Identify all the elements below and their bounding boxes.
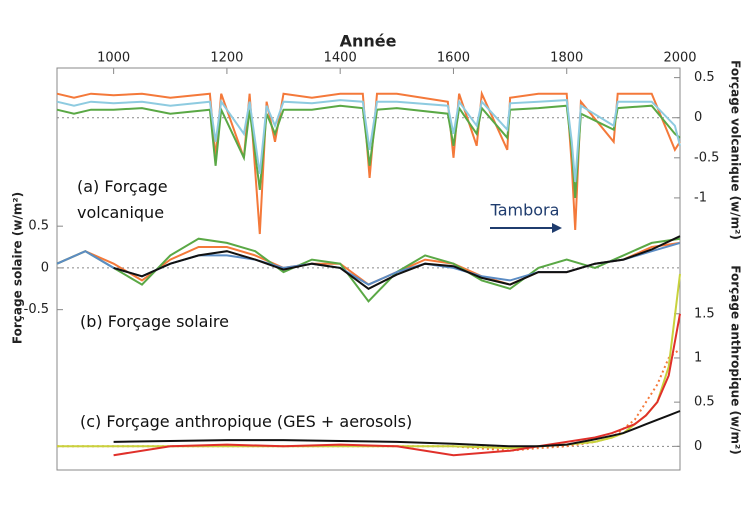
y-axis-title: Forçage anthropique (w/m²)	[729, 265, 743, 454]
x-tick-label: 1600	[437, 51, 470, 66]
panel-label: (a) Forçage volcanique	[77, 177, 168, 222]
x-tick-label: 1400	[324, 51, 357, 66]
y-axis-title: Forçage volcanique (w/m²)	[729, 60, 743, 240]
panel-label: (b) Forçage solaire	[80, 312, 229, 331]
x-tick-label: 2000	[663, 51, 696, 66]
y-tick-label: 0.5	[694, 70, 715, 85]
y-tick-label: 1.5	[694, 306, 715, 321]
annotation: Tambora	[490, 201, 560, 220]
series-line	[56, 237, 681, 303]
arrow-head	[552, 223, 562, 233]
x-tick-label: 1800	[550, 51, 583, 66]
series-line	[56, 241, 681, 286]
series-line	[57, 348, 681, 452]
series-line	[113, 313, 681, 457]
y-tick-label: 0.5	[694, 395, 715, 410]
series-line	[113, 410, 681, 448]
y-tick-label: -0.5	[24, 302, 49, 317]
series-line	[56, 99, 681, 182]
series-line	[113, 235, 681, 290]
series-line	[56, 104, 681, 198]
y-tick-label: 0	[41, 260, 49, 275]
y-tick-label: 1	[694, 350, 702, 365]
chart-title: Année	[340, 32, 397, 51]
x-tick-label: 1000	[97, 51, 130, 66]
y-tick-label: 0	[694, 110, 702, 125]
y-tick-label: -0.5	[694, 150, 719, 165]
y-tick-label: 0	[694, 439, 702, 454]
frame	[56, 67, 681, 471]
panel-label: (c) Forçage anthropique (GES + aerosols)	[80, 412, 413, 431]
y-axis-title: Forçage solaire (w/m²)	[11, 192, 25, 344]
x-tick-label: 1200	[210, 51, 243, 66]
series-line	[56, 241, 681, 286]
y-tick-label: 0.5	[28, 219, 49, 234]
y-tick-label: -1	[694, 190, 707, 205]
